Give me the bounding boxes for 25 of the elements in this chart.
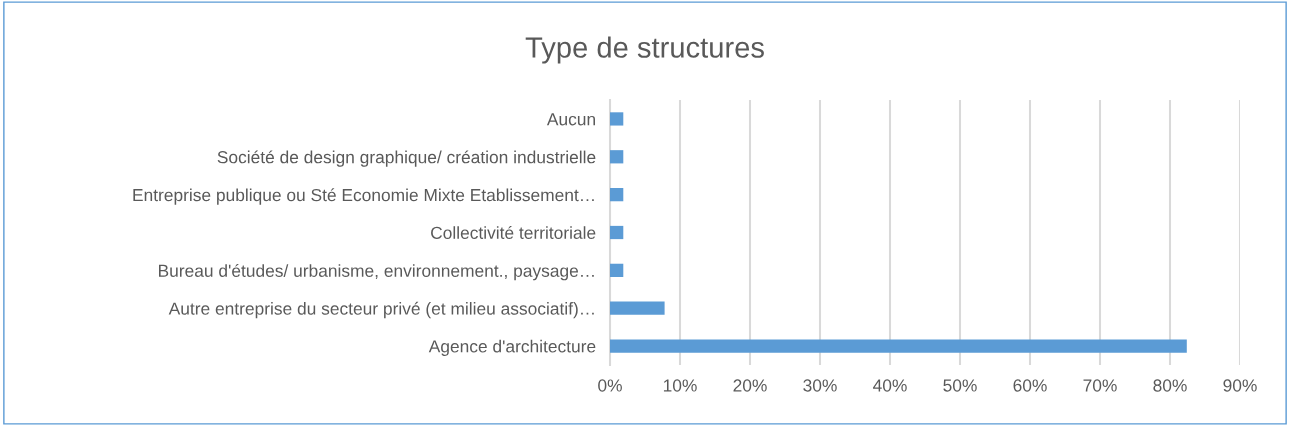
x-tick-label: 20% <box>733 379 767 392</box>
x-tick-label: 30% <box>803 379 837 392</box>
x-tick-label: 40% <box>873 379 907 392</box>
bar <box>610 112 624 126</box>
y-tick-label: Agence d'architecture <box>428 339 596 356</box>
bar <box>610 150 624 164</box>
y-tick-label: Autre entreprise du secteur privé (et milieu associatif)… <box>168 301 594 319</box>
x-tick-label: 90% <box>1223 379 1257 392</box>
x-tick-label: 50% <box>943 379 977 392</box>
chart-title: Type de structures <box>525 36 764 64</box>
y-tick-label: Entreprise publique ou Sté Economie Mixte Etablissement… <box>133 188 594 205</box>
bar <box>610 225 624 240</box>
x-tick-label: 10% <box>663 379 697 392</box>
y-tick-label: Collectivité territoriale <box>431 226 596 239</box>
x-tick-label: 70% <box>1083 379 1117 392</box>
y-tick-label: Bureau d'études/ urbanisme, environnement., paysage… <box>159 263 594 281</box>
bar <box>610 263 624 277</box>
x-tick-label: 60% <box>1013 379 1047 392</box>
x-tick-label: 0% <box>598 379 622 392</box>
bar <box>610 339 1187 353</box>
y-tick-label: Société de design graphique/ création industrielle <box>217 150 596 167</box>
bar <box>610 301 665 315</box>
x-tick-label: 80% <box>1153 379 1187 392</box>
bar <box>610 188 624 202</box>
y-tick-label: Aucun <box>546 113 595 126</box>
